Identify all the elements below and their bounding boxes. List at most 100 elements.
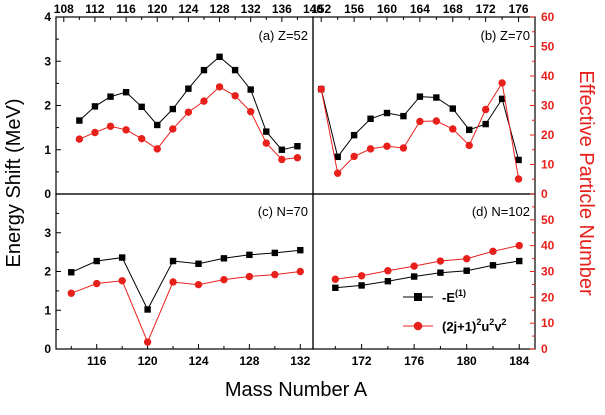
legend-red-sup1: 2 xyxy=(476,317,481,327)
point-circle-a xyxy=(184,108,193,116)
point-square-c xyxy=(195,260,202,267)
legend-red-sup3: 2 xyxy=(502,317,507,327)
legend-marker-square xyxy=(414,293,422,301)
x-tick-label-a: 128 xyxy=(210,2,230,16)
point-circle-b xyxy=(366,145,375,153)
point-square-a xyxy=(107,93,114,100)
point-square-a xyxy=(231,66,239,74)
series-line-a-0 xyxy=(79,56,298,151)
y-tick-label-right-b: 20 xyxy=(541,128,555,142)
point-square-d xyxy=(437,269,444,276)
x-tick-label-b: 160 xyxy=(377,2,397,16)
point-circle-d xyxy=(331,275,340,283)
y-tick-label-left-a: 2 xyxy=(44,99,51,113)
series-line-d-0 xyxy=(335,260,520,289)
point-square-b xyxy=(515,156,522,164)
point-square-b xyxy=(466,126,473,134)
point-circle-c xyxy=(93,279,101,288)
y-tick-label-right-b: 40 xyxy=(541,69,555,83)
point-circle-b xyxy=(350,152,358,161)
legend-red-part1: (2j+1) xyxy=(442,319,476,334)
panel-b-frame xyxy=(312,16,536,195)
point-circle-c xyxy=(245,272,254,281)
point-circle-c xyxy=(143,338,152,346)
point-square-c xyxy=(246,251,253,259)
point-square-d xyxy=(410,273,418,280)
point-circle-b xyxy=(416,117,424,126)
point-square-d xyxy=(384,277,392,285)
point-square-d xyxy=(358,282,365,289)
point-square-d xyxy=(463,267,470,274)
x-tick-label-c: 124 xyxy=(188,354,208,368)
y-tick-label-right-b: 0 xyxy=(541,187,548,201)
point-square-c xyxy=(93,257,100,265)
x-tick-label-d: 176 xyxy=(404,354,424,368)
point-square-c xyxy=(271,249,279,257)
y-tick-label-right-b: 10 xyxy=(541,158,555,172)
y-tick-label-right-d: 20 xyxy=(541,290,555,304)
point-circle-a xyxy=(293,154,302,162)
panel-c-label: (c) N=70 xyxy=(258,204,308,219)
point-square-b xyxy=(350,131,358,139)
x-tick-label-b: 176 xyxy=(509,2,529,16)
x-axis-label: Mass Number A xyxy=(225,379,368,401)
point-circle-b xyxy=(481,105,490,114)
x-tick-label-d: 172 xyxy=(352,354,372,368)
point-circle-c xyxy=(118,277,126,285)
y-axis-label-right: Effective Particle Number xyxy=(575,70,597,296)
legend-label-black: -E(1) xyxy=(442,288,466,305)
y-tick-label-left-c: 0 xyxy=(44,342,51,356)
point-circle-d xyxy=(515,241,523,250)
point-circle-b xyxy=(498,79,506,87)
point-circle-a xyxy=(215,83,224,91)
point-circle-b xyxy=(333,169,342,177)
point-square-a xyxy=(200,66,208,74)
series-line-c-1 xyxy=(71,271,301,344)
panel-b-label: (b) Z=70 xyxy=(481,28,531,43)
y-tick-label-left-a: 1 xyxy=(44,143,51,157)
point-square-a xyxy=(216,53,223,61)
point-square-a xyxy=(76,117,83,124)
point-square-b xyxy=(383,109,391,117)
y-tick-label-left-a: 4 xyxy=(44,10,51,24)
point-square-c xyxy=(68,269,75,276)
point-square-b xyxy=(416,93,424,100)
panel-a-label: (a) Z=52 xyxy=(259,28,309,43)
point-circle-a xyxy=(231,92,239,100)
point-circle-d xyxy=(436,257,445,265)
x-tick-label-b: 168 xyxy=(443,2,463,16)
point-circle-d xyxy=(357,272,366,280)
point-square-a xyxy=(278,146,286,153)
x-tick-label-b: 172 xyxy=(476,2,496,16)
x-tick-label-d: 180 xyxy=(457,354,477,368)
x-tick-label-a: 132 xyxy=(241,2,261,16)
point-circle-b xyxy=(465,141,473,150)
point-circle-b xyxy=(432,117,441,125)
point-circle-a xyxy=(262,139,270,147)
y-tick-label-right-d: 10 xyxy=(541,316,555,330)
point-circle-c xyxy=(220,275,228,284)
point-circle-a xyxy=(122,126,130,134)
y-tick-label-left-a: 3 xyxy=(44,54,51,68)
point-square-c xyxy=(144,306,151,313)
point-square-a xyxy=(247,86,254,93)
point-square-c xyxy=(220,255,228,262)
point-circle-a xyxy=(137,134,146,143)
y-tick-label-left-c: 3 xyxy=(44,226,51,240)
point-circle-a xyxy=(91,128,99,137)
x-tick-label-c: 116 xyxy=(87,354,107,368)
y-tick-label-right-b: 30 xyxy=(541,99,555,113)
point-square-b xyxy=(334,153,341,161)
legend-marker-circle xyxy=(413,321,423,331)
point-square-d xyxy=(489,262,497,269)
legend-label-black-sup: (1) xyxy=(455,288,466,298)
point-square-b xyxy=(498,95,506,103)
point-square-b xyxy=(400,112,407,120)
series-line-d-1 xyxy=(335,245,520,280)
point-square-c xyxy=(297,246,304,254)
x-tick-label-a: 120 xyxy=(147,2,167,16)
point-circle-a xyxy=(278,155,286,164)
point-square-b xyxy=(449,105,456,112)
point-circle-b xyxy=(449,125,457,133)
x-tick-label-b: 164 xyxy=(410,2,430,16)
